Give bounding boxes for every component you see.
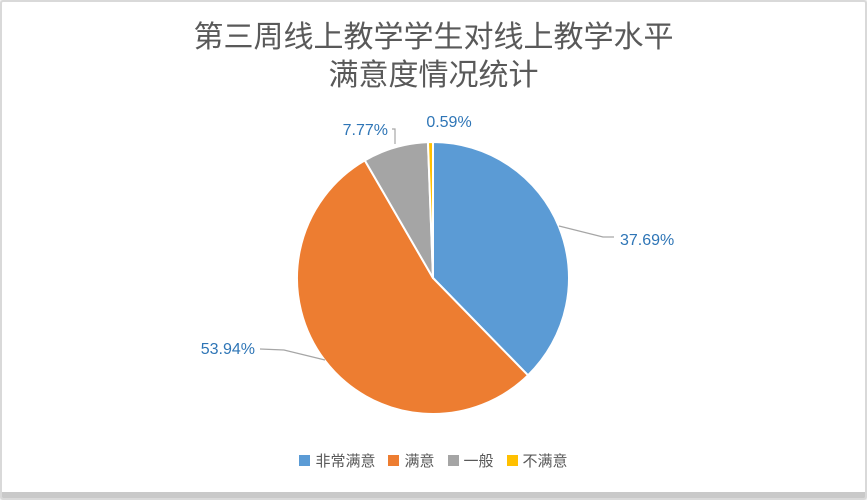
window-bottom-edge: [2, 492, 865, 498]
pie-slice-unsatisfied: [426, 140, 434, 279]
data-label-neutral: 7.77%: [343, 122, 388, 139]
pie-slice-very-satisfied: [432, 141, 570, 377]
legend-label: 不满意: [522, 453, 568, 470]
legend-swatch-icon: [299, 455, 311, 466]
leader-line-neutral: [392, 128, 396, 144]
data-label-very-satisfied: 37.69%: [620, 232, 674, 249]
legend-label: 非常满意: [315, 453, 376, 470]
legend-label: 满意: [404, 453, 435, 470]
legend-item-very-satisfied: 非常满意: [299, 450, 375, 471]
legend-item-unsatisfied: 不满意: [506, 450, 568, 471]
legend-swatch-icon: [506, 455, 518, 466]
legend-item-satisfied: 满意: [388, 450, 435, 471]
legend-swatch-icon: [447, 455, 459, 466]
chart-title: 第三周线上教学学生对线上教学水平 满意度情况统计: [193, 21, 674, 92]
legend-item-neutral: 一般: [447, 450, 494, 471]
legend: 非常满意 满意 一般 不满意: [2, 450, 865, 471]
data-label-unsatisfied: 0.59%: [426, 114, 471, 131]
legend-swatch-icon: [388, 455, 400, 466]
leader-line-satisfied: [259, 348, 326, 361]
leader-line-very-satisfied: [558, 225, 614, 238]
data-label-satisfied: 53.94%: [201, 341, 255, 358]
legend-label: 一般: [463, 453, 494, 470]
